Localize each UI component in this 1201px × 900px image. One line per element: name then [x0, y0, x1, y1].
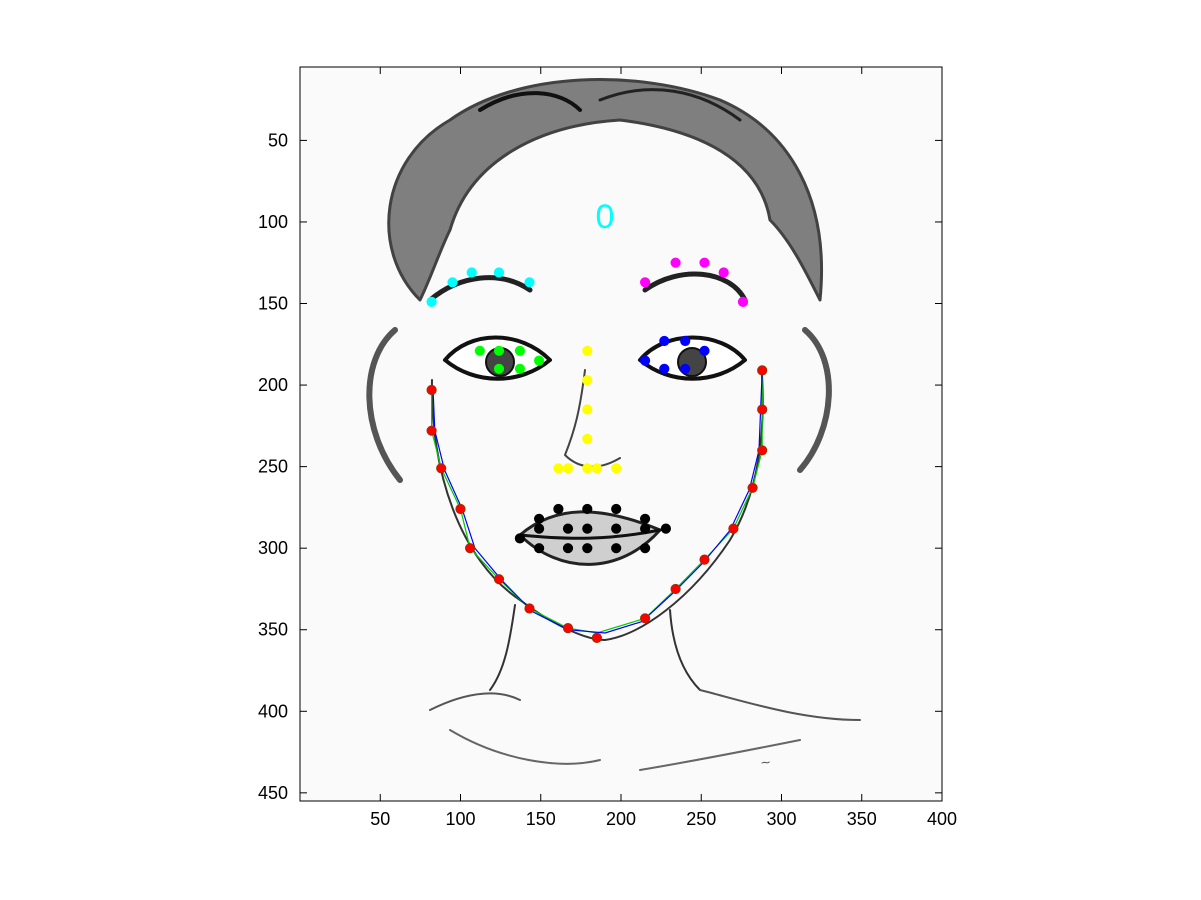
series-3-point-4 [680, 363, 691, 374]
series-4-point-0 [582, 345, 593, 356]
y-tick-label-50: 50 [268, 130, 288, 150]
series-4-point-3 [582, 433, 593, 444]
axis-ticks: 50 100 150 200 250 300 350 400 50 100 150 200 250 300… [258, 67, 957, 829]
series-1-point-0 [640, 277, 651, 288]
series-1-point-1 [670, 257, 681, 268]
data-layer: 0 [426, 198, 768, 644]
nose [564, 369, 621, 468]
series-1-point-2 [699, 257, 710, 268]
x-tick-label-300: 300 [766, 809, 796, 829]
series-0-point-4 [524, 277, 535, 288]
series-5-point-5 [640, 513, 651, 524]
series-5-point-10 [562, 543, 574, 554]
series-3-point-0 [640, 355, 651, 366]
series-6-point-13 [747, 482, 758, 493]
series-2-point-1 [493, 345, 505, 356]
series-6-point-8 [591, 632, 603, 644]
right-brow [642, 271, 748, 303]
x-tick-label-200: 200 [606, 809, 636, 829]
y-tick-label-250: 250 [258, 457, 288, 477]
x-tick-label-50: 50 [370, 809, 390, 829]
series-5-point-7 [640, 543, 651, 554]
series-6-point-15 [757, 404, 768, 415]
annotation-label-0: 0 [596, 198, 615, 236]
series-5-point-12 [534, 523, 545, 534]
series-5-point-8 [611, 543, 622, 554]
y-tick-label-100: 100 [258, 212, 288, 232]
series-1-point-4 [737, 296, 749, 307]
series-3-point-1 [659, 335, 670, 347]
series-4-point-8 [611, 463, 622, 474]
series-5-point-13 [562, 523, 574, 534]
series-3-point-2 [680, 335, 691, 347]
y-tick-label-350: 350 [258, 620, 288, 640]
series-6-point-12 [728, 523, 739, 534]
y-tick-label-400: 400 [258, 701, 288, 721]
series-5-point-3 [582, 503, 593, 515]
series-2-point-2 [514, 345, 526, 356]
x-tick-label-400: 400 [927, 809, 957, 829]
series-6-point-7 [562, 623, 574, 634]
series-2-point-3 [534, 355, 545, 366]
y-tick-label-150: 150 [258, 294, 288, 314]
series-5-point-1 [534, 513, 545, 524]
series-0-point-1 [447, 277, 458, 288]
left-brow [427, 275, 533, 303]
series-6-point-9 [640, 613, 651, 624]
series-5-point-0 [514, 533, 526, 544]
series-4-point-2 [582, 404, 593, 415]
series-6-point-1 [426, 425, 437, 436]
x-tick-label-350: 350 [847, 809, 877, 829]
series-4-point-5 [562, 463, 574, 474]
series-1-point-3 [718, 267, 729, 278]
x-tick-label-250: 250 [686, 809, 716, 829]
series-0-point-2 [466, 267, 477, 278]
x-tick-label-100: 100 [445, 809, 475, 829]
series-5-point-2 [553, 503, 564, 515]
series-4-point-7 [591, 463, 603, 474]
series-6-point-3 [455, 503, 466, 515]
series-5-point-15 [611, 523, 622, 534]
series-5-point-9 [582, 543, 593, 554]
y-tick-label-200: 200 [258, 375, 288, 395]
series-5-point-4 [611, 503, 622, 515]
neck [489, 604, 701, 691]
x-tick-label-150: 150 [526, 809, 556, 829]
series-3-point-5 [659, 363, 670, 374]
series-0-point-3 [493, 267, 505, 278]
series-6-point-6 [524, 603, 535, 614]
series-6-point-16 [757, 365, 768, 376]
series-6-point-14 [757, 445, 768, 456]
series-5-point-11 [534, 543, 545, 554]
series-6-point-5 [493, 574, 505, 585]
series-5-point-16 [640, 523, 651, 534]
y-tick-label-450: 450 [258, 783, 288, 803]
series-5-point-6 [660, 523, 672, 534]
face-sketch-image: ~ [300, 67, 942, 801]
series-6-point-0 [426, 384, 437, 396]
series-6-point-4 [465, 543, 476, 554]
series-6-point-2 [436, 463, 447, 474]
series-4-point-6 [582, 463, 593, 474]
artist-signature: ~ [760, 754, 772, 772]
series-2-point-0 [474, 345, 485, 356]
hair-shape [387, 78, 823, 302]
series-4-point-1 [582, 375, 593, 386]
series-0-point-0 [426, 296, 437, 307]
series-5-point-14 [582, 523, 593, 534]
series-2-point-5 [493, 363, 505, 374]
y-tick-label-300: 300 [258, 538, 288, 558]
series-8-line [432, 371, 763, 634]
series-3-point-3 [699, 345, 710, 356]
series-4-point-4 [553, 463, 564, 474]
series-6-point-11 [699, 554, 710, 565]
series-2-point-4 [514, 363, 526, 374]
series-6-point-10 [670, 583, 681, 595]
